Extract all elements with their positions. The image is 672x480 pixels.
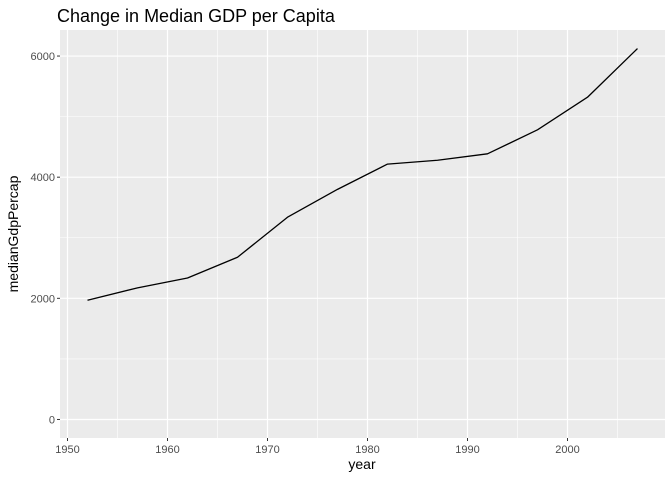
x-tick-label: 1980 (355, 444, 379, 456)
x-axis-label: year (348, 456, 376, 472)
x-axis: 1950 1960 1970 1980 1990 2000 (55, 438, 580, 456)
series-group (87, 48, 638, 301)
y-tick-label: 0 (49, 414, 55, 426)
y-tick-label: 4000 (31, 172, 55, 184)
y-axis: 0 2000 4000 6000 (31, 51, 60, 426)
x-tick-label: 1970 (255, 444, 279, 456)
y-axis-label: medianGdpPercap (5, 175, 21, 292)
chart-title: Change in Median GDP per Capita (57, 6, 336, 26)
y-tick-label: 2000 (31, 293, 55, 305)
x-tick-label: 1950 (55, 444, 79, 456)
x-tick-label: 1990 (455, 444, 479, 456)
plot-panel (60, 30, 665, 438)
minor-gridlines (60, 30, 665, 438)
x-tick-label: 1960 (155, 444, 179, 456)
x-tick-label: 2000 (555, 444, 579, 456)
series-line (87, 48, 638, 301)
y-tick-label: 6000 (31, 51, 55, 63)
